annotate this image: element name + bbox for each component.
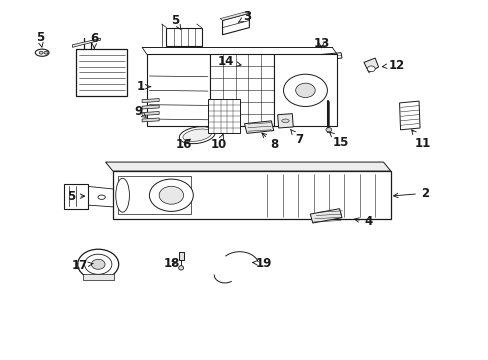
Bar [118, 176, 190, 214]
Text: 8: 8 [262, 133, 278, 151]
Bar [82, 274, 114, 280]
Polygon shape [399, 101, 419, 130]
Polygon shape [105, 162, 390, 171]
Text: 2: 2 [393, 187, 428, 200]
Text: 18: 18 [164, 257, 180, 270]
Text: 5: 5 [67, 190, 84, 203]
Circle shape [366, 66, 374, 72]
Text: 15: 15 [329, 132, 348, 149]
Text: 3: 3 [238, 10, 251, 23]
Ellipse shape [281, 119, 288, 123]
Polygon shape [277, 114, 293, 128]
Ellipse shape [98, 195, 105, 199]
Polygon shape [142, 105, 159, 109]
Circle shape [159, 186, 183, 204]
Ellipse shape [35, 49, 49, 56]
Circle shape [283, 74, 327, 107]
Polygon shape [301, 53, 341, 62]
Text: 12: 12 [382, 59, 404, 72]
Text: 14: 14 [217, 55, 241, 68]
Polygon shape [72, 39, 101, 47]
Text: 1: 1 [137, 80, 150, 93]
Circle shape [325, 128, 331, 132]
Ellipse shape [39, 51, 43, 54]
Bar [210, 54, 273, 126]
Text: 19: 19 [252, 257, 272, 270]
Bar [64, 184, 88, 209]
Polygon shape [142, 112, 159, 116]
Circle shape [78, 249, 119, 279]
Ellipse shape [116, 178, 129, 212]
Text: 11: 11 [411, 130, 430, 149]
Ellipse shape [242, 64, 251, 68]
Text: 10: 10 [211, 134, 227, 150]
Bar [76, 49, 127, 96]
Polygon shape [363, 58, 378, 72]
Polygon shape [222, 13, 249, 35]
Bar [178, 252, 183, 260]
Circle shape [149, 179, 193, 211]
Circle shape [295, 83, 315, 98]
Ellipse shape [179, 127, 215, 144]
Ellipse shape [183, 129, 211, 141]
Bar [147, 54, 210, 126]
Text: 4: 4 [354, 215, 372, 229]
Circle shape [91, 259, 105, 269]
Polygon shape [220, 12, 249, 21]
Text: 6: 6 [90, 32, 98, 48]
Bar [113, 171, 390, 220]
Polygon shape [142, 118, 159, 122]
Text: 17: 17 [71, 259, 93, 272]
Circle shape [84, 254, 112, 274]
Text: 7: 7 [290, 129, 303, 146]
Bar [207, 99, 239, 134]
Text: 13: 13 [313, 36, 329, 50]
Polygon shape [244, 121, 273, 134]
Text: 9: 9 [134, 105, 146, 118]
Text: 5: 5 [36, 31, 44, 47]
Text: 5: 5 [171, 14, 181, 30]
Ellipse shape [178, 266, 183, 270]
Polygon shape [310, 209, 341, 223]
Ellipse shape [44, 51, 48, 54]
Bar [273, 54, 336, 126]
Text: 16: 16 [175, 138, 191, 150]
Bar [166, 28, 201, 45]
Ellipse shape [244, 65, 248, 67]
Polygon shape [142, 99, 159, 103]
